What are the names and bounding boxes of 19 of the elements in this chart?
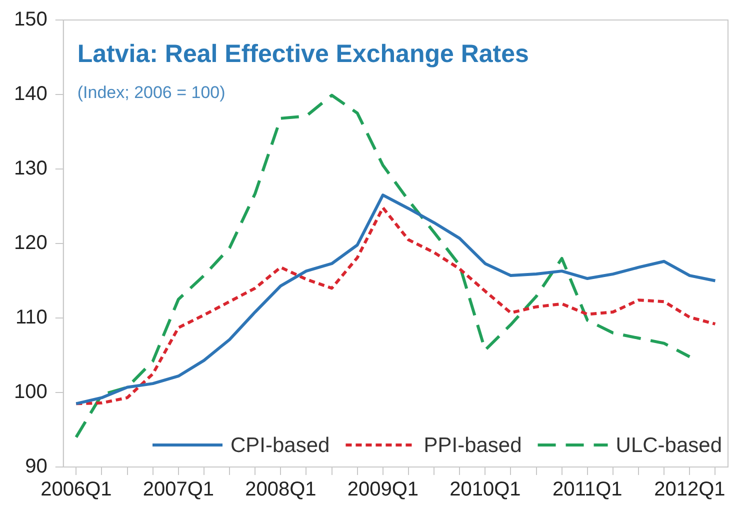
y-tick-label: 120: [14, 232, 48, 254]
x-tick-label: 2009Q1: [347, 478, 418, 501]
x-tick-label: 2006Q1: [40, 478, 112, 501]
x-tick-label: 2012Q1: [654, 478, 726, 501]
y-tick-label: 90: [25, 456, 48, 478]
y-tick-label: 140: [14, 83, 48, 106]
y-tick-label: 110: [15, 306, 48, 329]
text: (Index; 2006 = 100): [77, 83, 226, 102]
legend-label: ULC-based: [616, 434, 722, 457]
legend-label: CPI-based: [230, 434, 330, 457]
y-tick-label: 130: [14, 158, 48, 180]
x-tick-label: 2010Q1: [450, 478, 521, 501]
legend-label: PPI-based: [424, 434, 522, 457]
x-tick-label: 2011Q1: [552, 478, 622, 501]
y-tick-label: 150: [14, 8, 48, 31]
y-tick-label: 100: [14, 381, 48, 404]
x-tick-label: 2007Q1: [142, 478, 214, 501]
text: Latvia: Real Effective Exchange Rates: [77, 40, 529, 68]
x-tick-label: 2008Q1: [245, 478, 316, 501]
